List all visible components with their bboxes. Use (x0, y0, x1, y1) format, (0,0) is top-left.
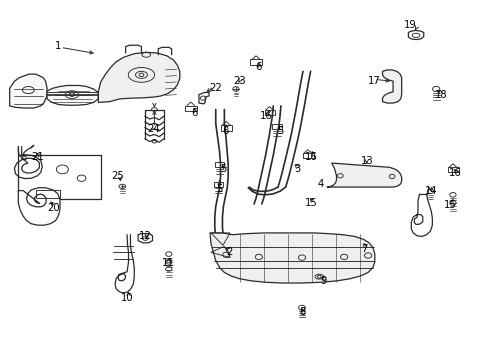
Polygon shape (326, 163, 401, 187)
Text: 18: 18 (434, 90, 447, 100)
Bar (214, 162, 224, 167)
Text: 6: 6 (191, 108, 197, 118)
Text: 8: 8 (298, 307, 305, 317)
Text: 15: 15 (443, 200, 456, 210)
Text: 19: 19 (403, 20, 415, 30)
Text: 7: 7 (360, 244, 367, 254)
Bar (303, 153, 313, 158)
Text: 13: 13 (360, 156, 372, 166)
Text: 16: 16 (259, 112, 272, 121)
Text: 6: 6 (222, 126, 228, 136)
Text: 9: 9 (320, 275, 326, 285)
Text: 12: 12 (139, 231, 151, 242)
Bar (264, 110, 275, 115)
Text: 21: 21 (31, 152, 44, 162)
Bar (220, 125, 232, 131)
Text: 15: 15 (305, 198, 317, 208)
Text: 16: 16 (305, 152, 317, 162)
Text: 20: 20 (47, 203, 60, 213)
Text: 3: 3 (293, 165, 300, 174)
Bar (36, 189, 60, 198)
Text: 5: 5 (277, 126, 283, 136)
Text: 2: 2 (225, 247, 232, 257)
Polygon shape (209, 233, 374, 283)
Bar (184, 105, 196, 111)
Text: 16: 16 (448, 168, 461, 178)
Text: 5: 5 (219, 165, 225, 174)
Text: 5: 5 (216, 184, 223, 194)
Text: 17: 17 (367, 76, 380, 86)
Text: 14: 14 (424, 186, 437, 195)
Text: 4: 4 (317, 179, 324, 189)
Text: 1: 1 (54, 41, 61, 51)
Bar (250, 59, 261, 65)
Text: 25: 25 (111, 171, 123, 181)
Text: 22: 22 (209, 83, 222, 93)
Text: 23: 23 (233, 76, 245, 86)
Polygon shape (10, 74, 47, 108)
Bar (213, 182, 223, 187)
Text: 10: 10 (121, 293, 133, 303)
Polygon shape (382, 70, 401, 103)
Text: 6: 6 (255, 62, 262, 72)
Text: 11: 11 (161, 258, 174, 268)
Text: 24: 24 (147, 124, 160, 134)
Bar (447, 167, 458, 172)
Polygon shape (47, 85, 98, 105)
Polygon shape (98, 52, 180, 102)
Bar (272, 124, 281, 129)
